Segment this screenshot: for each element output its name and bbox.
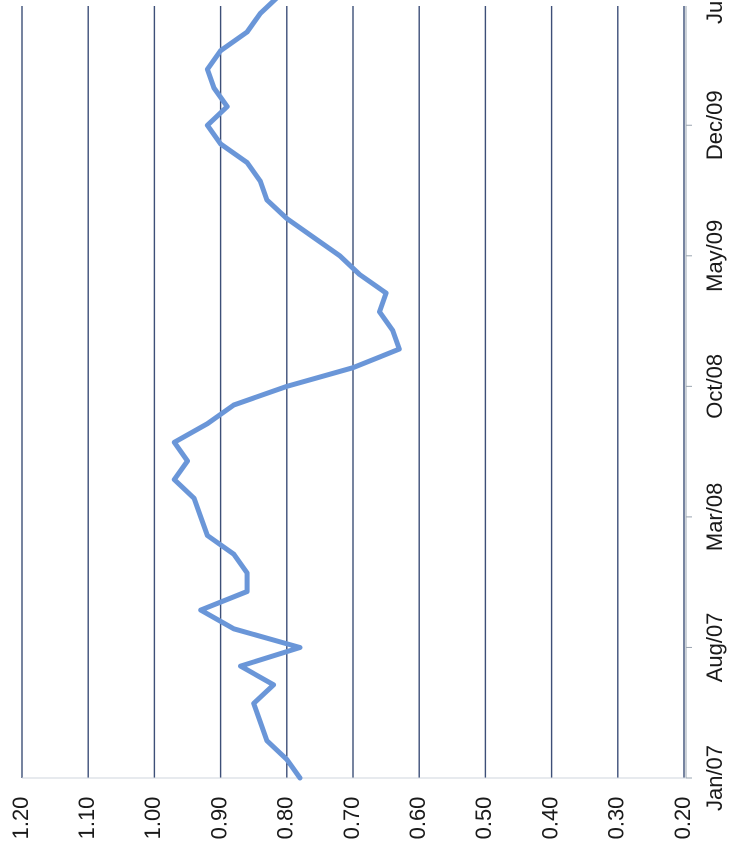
series: [171, 0, 402, 781]
data-point: [198, 514, 203, 520]
y-tick-label: 0.30: [604, 797, 629, 840]
data-point: [244, 570, 250, 576]
data-point: [205, 421, 210, 426]
y-tick-label: 1.00: [140, 797, 165, 840]
x-axis-tick-labels: Jan/07 Aug/07 Mar/08 Oct/08 May/09 Dec/09 Jul/…: [702, 0, 727, 811]
data-point: [244, 589, 250, 594]
data-point: [297, 775, 303, 781]
data-point: [185, 458, 190, 464]
y-tick-label: 0.70: [339, 797, 364, 840]
x-tick-label: Aug/07: [702, 613, 727, 683]
data-point: [205, 67, 210, 72]
data-point: [258, 179, 263, 184]
x-tick-label: May/09: [702, 220, 727, 292]
data-point: [205, 123, 210, 128]
x-axis: [22, 6, 692, 779]
data-point: [211, 85, 217, 91]
data-point: [271, 682, 276, 687]
x-tick-label: Dec/09: [702, 90, 727, 160]
data-point: [198, 607, 203, 613]
y-tick-label: 0.40: [537, 797, 562, 840]
data-point: [172, 477, 177, 482]
y-tick-label: 0.20: [670, 797, 695, 840]
data-point: [244, 29, 250, 35]
x-tick-label: Mar/08: [702, 483, 727, 551]
data-point: [172, 440, 177, 445]
data-point: [258, 11, 263, 16]
data-point: [284, 757, 289, 762]
y-tick-label: 1.20: [8, 797, 33, 840]
data-point: [284, 216, 289, 221]
y-axis-tick-labels: 1.20 1.10 1.00 0.90 0.80 0.70 0.60 0.50 0.40 0.30…: [8, 797, 695, 840]
data-point: [244, 160, 250, 165]
data-point: [397, 346, 402, 352]
x-tick-label: Jan/07: [702, 745, 727, 811]
data-point: [337, 253, 342, 258]
y-tick-label: 0.50: [471, 797, 496, 840]
data-point: [390, 328, 395, 333]
data-point: [218, 141, 223, 147]
x-tick-label: Oct/08: [702, 354, 727, 419]
data-point: [284, 384, 289, 389]
y-tick-label: 1.10: [74, 797, 99, 840]
data-point: [218, 48, 223, 53]
data-point: [251, 701, 256, 706]
data-point: [377, 309, 382, 314]
data-point: [311, 235, 316, 240]
data-point: [357, 272, 362, 277]
data-point: [231, 552, 236, 557]
data-point: [231, 402, 236, 408]
data-point: [225, 104, 230, 109]
series-line: [171, 0, 402, 781]
x-tick-label: Jul/10: [702, 0, 727, 24]
data-point: [191, 496, 197, 501]
data-point: [350, 365, 356, 370]
data-point: [205, 533, 210, 538]
data-point: [383, 290, 389, 296]
data-point: [264, 197, 270, 203]
data-point: [258, 719, 263, 725]
y-tick-label: 0.80: [273, 797, 298, 840]
y-tick-label: 0.90: [206, 797, 231, 840]
grid: [21, 6, 685, 778]
data-point: [231, 626, 236, 631]
data-point: [297, 645, 303, 650]
data-point: [238, 663, 243, 669]
y-tick-label: 0.60: [405, 797, 430, 840]
data-point: [264, 738, 270, 743]
